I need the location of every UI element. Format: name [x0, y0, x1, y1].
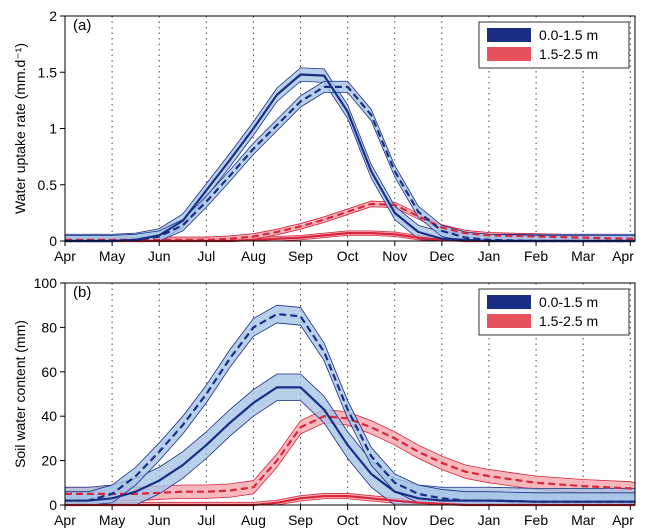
panel-b-legend-swatch-series-1	[487, 295, 531, 309]
x-tick-label: Dec	[429, 248, 454, 264]
panel-b-x-ticks: Apr May Jun Jul Aug Sep Oct Nov Dec Jan Feb Mar Apr	[54, 505, 634, 528]
panel-b-y-ticks: 0 20 40 60 80 100	[34, 275, 65, 513]
x-tick-label: Aug	[241, 248, 266, 264]
x-tick-label: Jul	[197, 248, 215, 264]
y-tick-label: 0	[49, 497, 57, 513]
panel-a-legend: 0.0-1.5 m 1.5-2.5 m	[478, 21, 630, 69]
x-tick-label: Jun	[148, 512, 171, 528]
x-tick-label: Apr	[612, 512, 634, 528]
x-tick-label: Jul	[197, 512, 215, 528]
series-line	[65, 415, 636, 495]
x-tick-label: Aug	[241, 512, 266, 528]
panel-a-legend-swatch-series-1	[487, 28, 531, 42]
panel-a-legend-label-series-2: 1.5-2.5 m	[539, 46, 598, 62]
x-tick-label: Jan	[478, 512, 501, 528]
x-tick-label: Sep	[288, 248, 313, 264]
x-tick-label: May	[99, 248, 125, 264]
x-tick-label: Oct	[337, 512, 359, 528]
x-tick-label: Sep	[288, 512, 313, 528]
panel-b-legend: 0.0-1.5 m 1.5-2.5 m	[478, 288, 630, 336]
x-tick-label: Apr	[612, 248, 634, 264]
series-band	[64, 80, 636, 242]
panel-b-legend-label-series-2: 1.5-2.5 m	[539, 313, 598, 329]
panel-a-legend-label-series-1: 0.0-1.5 m	[539, 27, 598, 43]
x-tick-label: Feb	[524, 248, 548, 264]
x-tick-label: Jan	[478, 248, 501, 264]
x-tick-label: Apr	[54, 248, 76, 264]
series-line	[65, 85, 635, 243]
y-tick-label: 1.5	[38, 64, 58, 80]
y-tick-label: 60	[41, 364, 57, 380]
x-tick-label: Nov	[382, 248, 407, 264]
series-line	[65, 386, 635, 503]
panel-a-x-ticks: Apr May Jun Jul Aug Sep Oct Nov Dec Jan Feb Mar Apr	[54, 241, 634, 264]
x-tick-label: Nov	[382, 512, 407, 528]
y-tick-label: 0	[49, 233, 57, 249]
x-tick-label: May	[99, 512, 125, 528]
x-tick-label: Feb	[524, 512, 548, 528]
panel-b-frame	[64, 282, 636, 506]
panel-b-y-axis-label: Soil water content (mm)	[12, 320, 28, 468]
panel-b-legend-swatch-series-2	[487, 314, 531, 328]
y-tick-label: 2	[49, 8, 57, 24]
y-tick-label: 1	[49, 121, 57, 137]
panel-a-label: (a)	[73, 17, 91, 34]
panel-b-legend-label-series-1: 0.0-1.5 m	[539, 294, 598, 310]
panel-a-legend-swatch-series-2	[487, 47, 531, 61]
panel-b: 0 20 40 60 80 100 Apr May Jun Jul Aug Sep Oct Nov Dec…	[12, 275, 636, 528]
x-tick-label: Jun	[148, 248, 171, 264]
panel-a-series-lines	[65, 73, 635, 243]
y-tick-label: 80	[41, 319, 57, 335]
x-tick-label: Oct	[337, 248, 359, 264]
x-tick-label: Apr	[54, 512, 76, 528]
y-tick-label: 100	[34, 275, 58, 291]
x-tick-label: Mar	[571, 248, 595, 264]
panel-a-uncertainty-bands	[64, 67, 636, 242]
y-tick-label: 40	[41, 408, 57, 424]
series-line	[65, 73, 635, 243]
panel-a-y-ticks: 0 0.5 1 1.5 2	[38, 8, 65, 249]
y-tick-label: 20	[41, 453, 57, 469]
panel-b-label: (b)	[73, 284, 91, 301]
panel-a-y-axis-label: Water uptake rate (mm.d⁻¹)	[12, 43, 28, 214]
panel-a: 0 0.5 1 1.5 2 Apr May Jun Jul Aug Sep Oct Nov Dec Jan…	[12, 8, 636, 264]
y-tick-label: 0.5	[38, 177, 58, 193]
series-line	[65, 312, 635, 503]
x-tick-label: Dec	[429, 512, 454, 528]
x-tick-label: Mar	[571, 512, 595, 528]
